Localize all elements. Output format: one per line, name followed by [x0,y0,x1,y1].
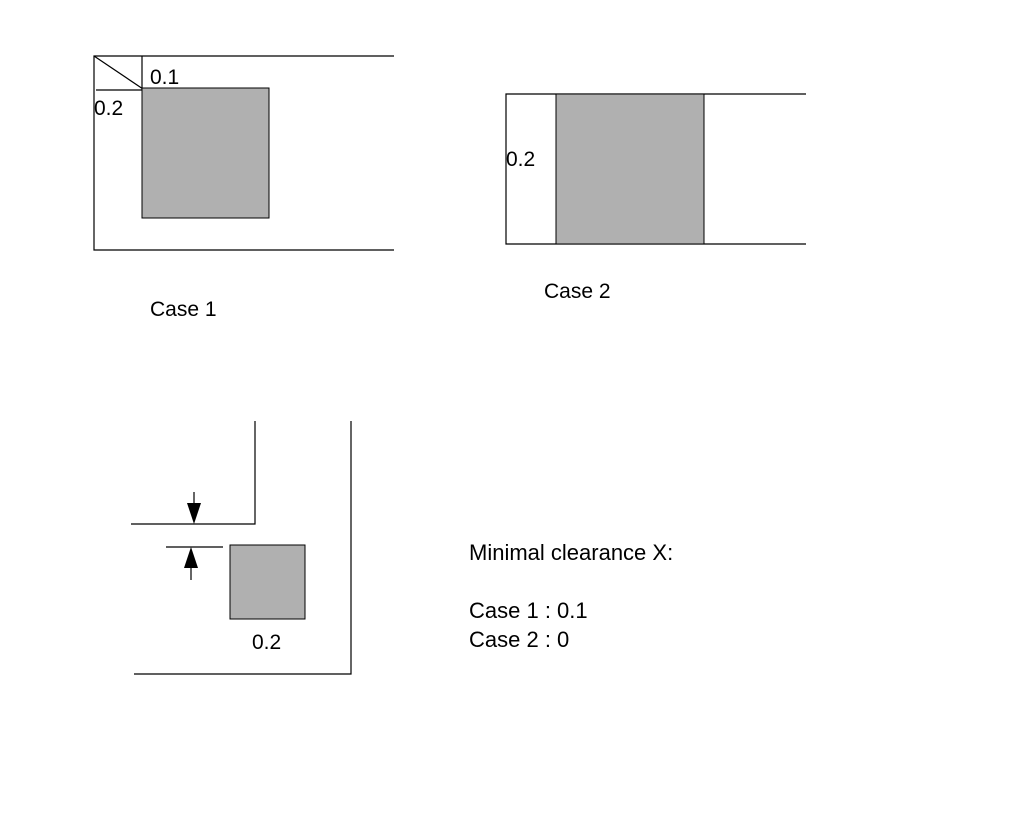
case2-pad [555,93,705,245]
case1-pad [141,87,270,219]
detail-pad-label: 0.2 [252,631,281,654]
detail-pad [229,544,306,620]
arrow-down-head [187,503,201,524]
clearance-detail-figure: 0.2 [131,421,352,675]
case2-label-left: 0.2 [506,148,535,171]
notes-case1: Case 1 : 0.1 [469,598,588,623]
notes-case2: Case 2 : 0 [469,627,569,652]
case1-label-top: 0.1 [150,66,179,89]
notes-heading: Minimal clearance X: [469,540,673,565]
clearance-notes: Minimal clearance X: Case 1 : 0.1 Case 2… [469,540,673,652]
case1-diagonal-line [93,55,144,90]
case1-label-left: 0.2 [94,97,123,120]
case1-figure: 0.1 0.2 Case 1 [93,55,394,321]
outer-corner-outline [134,421,352,675]
case2-figure: 0.2 Case 2 [505,93,806,303]
case2-caption: Case 2 [544,280,611,303]
case1-outline [93,55,394,251]
inner-corner-outline [131,421,256,525]
arrow-up-head [184,547,198,568]
case1-caption: Case 1 [150,298,217,321]
